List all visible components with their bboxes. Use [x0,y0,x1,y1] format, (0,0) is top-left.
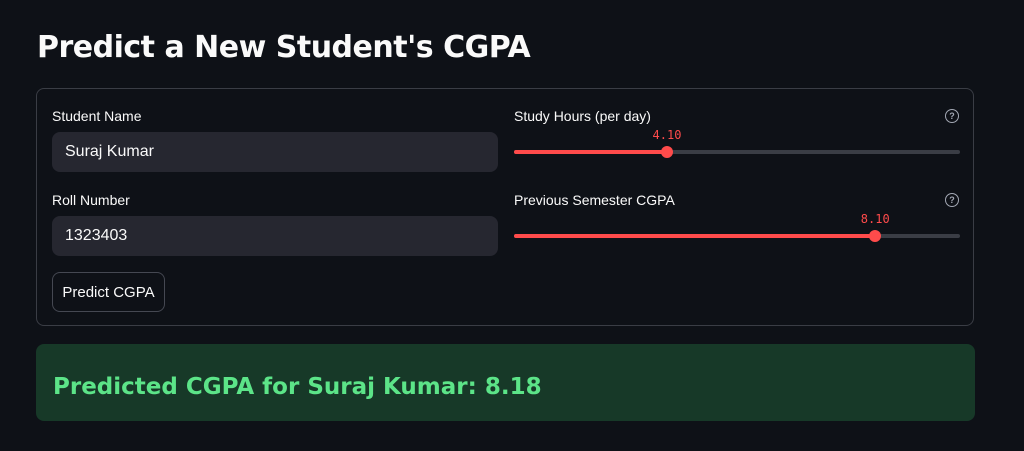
roll-number-label: Roll Number [52,192,130,208]
prediction-result-banner: Predicted CGPA for Suraj Kumar: 8.18 [36,344,975,421]
slider-fill [514,150,667,154]
help-icon[interactable]: ? [945,193,959,207]
help-icon[interactable]: ? [945,109,959,123]
study-hours-slider[interactable]: 4.10 [514,128,960,164]
slider-track [514,150,960,154]
previous-cgpa-slider[interactable]: 8.10 [514,212,960,248]
prediction-result-text: Predicted CGPA for Suraj Kumar: 8.18 [53,374,542,400]
slider-thumb[interactable] [869,230,882,242]
previous-cgpa-label: Previous Semester CGPA [514,192,675,208]
slider-thumb[interactable] [660,146,673,158]
slider-fill [514,234,876,238]
predict-cgpa-button[interactable]: Predict CGPA [52,272,165,312]
student-name-label: Student Name [52,108,142,124]
study-hours-label: Study Hours (per day) [514,108,651,124]
prediction-form: Student Name Roll Number Predict CGPA St… [36,88,974,326]
slider-value: 8.10 [860,212,890,226]
roll-number-input[interactable] [52,216,498,256]
student-name-input[interactable] [52,132,498,172]
slider-value: 4.10 [652,128,682,142]
page-title: Predict a New Student's CGPA [37,30,531,65]
